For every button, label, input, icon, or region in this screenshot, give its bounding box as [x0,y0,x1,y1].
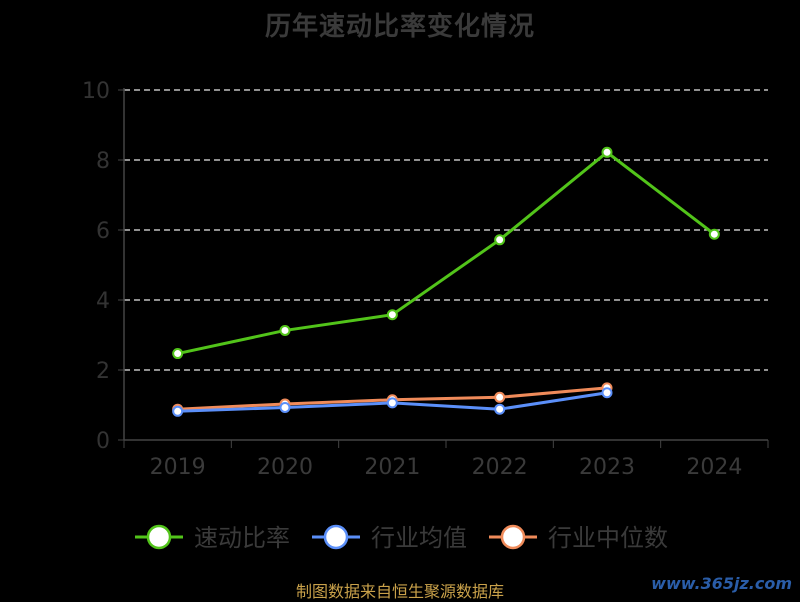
data-point [494,403,506,415]
data-point [494,234,506,246]
x-tick-label: 2021 [364,455,420,480]
legend-marker [146,524,172,550]
data-point [172,405,184,417]
axes [123,88,768,441]
data-point [601,146,613,158]
legend-label: 速动比率 [194,524,290,552]
y-tick-label: 2 [96,359,110,384]
series-group [172,146,720,417]
data-point [279,401,291,413]
y-axis-ticks: 0 2 4 6 8 10 [82,79,124,454]
legend-label: 行业均值 [371,524,467,552]
y-tick-label: 6 [96,219,110,244]
y-tick-label: 4 [96,289,110,314]
x-tick-label: 2019 [150,455,206,480]
data-point [279,324,291,336]
legend-marker [500,524,526,550]
legend: 速动比率 行业均值 行业中位数 [135,524,668,552]
x-axis-ticks: 2019 2020 2021 2022 2023 2024 [123,440,769,480]
data-point [386,309,398,321]
x-tick-label: 2023 [579,455,635,480]
data-source-footer: 制图数据来自恒生聚源数据库 [295,582,504,601]
x-tick-label: 2022 [472,455,528,480]
data-point [172,348,184,360]
x-tick-label: 2024 [686,455,742,480]
data-point [601,387,613,399]
y-tick-label: 0 [96,429,110,454]
watermark: www.365jz.com [651,574,792,593]
series-line [177,150,716,356]
data-point [708,228,720,240]
legend-marker [323,524,349,550]
data-point [386,397,398,409]
x-tick-label: 2020 [257,455,313,480]
legend-label: 行业中位数 [548,524,668,552]
grid-lines [124,89,768,371]
y-tick-label: 8 [96,149,110,174]
data-point [494,391,506,403]
y-tick-label: 10 [82,79,110,104]
chart-title: 历年速动比率变化情况 [264,12,535,42]
